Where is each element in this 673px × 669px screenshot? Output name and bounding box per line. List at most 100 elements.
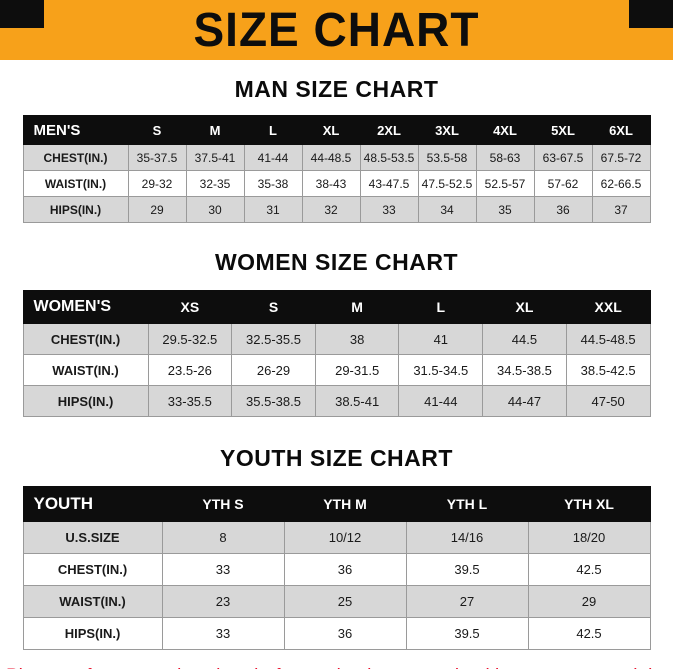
size-column-header: YTH L: [405, 486, 529, 522]
value-cell: 29-31.5: [314, 354, 400, 386]
value-cell: 37: [591, 196, 651, 223]
man-size-heading: MAN SIZE CHART: [234, 76, 439, 102]
value-cell: 38-43: [301, 170, 361, 197]
women-size-table: WOMEN'S XS S M L XL XXL CHEST(IN.) 29.5-32.5 32.5…: [22, 290, 651, 417]
value-cell: 67.5-72: [591, 144, 651, 171]
value-cell: 53.5-58: [417, 144, 477, 171]
value-cell: 14/16: [405, 521, 529, 554]
value-cell: 37.5-41: [185, 144, 245, 171]
value-cell: 58-63: [475, 144, 535, 171]
page-title: SIZE CHART: [193, 1, 480, 57]
value-cell: 39.5: [405, 617, 529, 650]
value-cell: 42.5: [527, 553, 651, 586]
value-cell: 39.5: [405, 553, 529, 586]
youth-size-table: YOUTH YTH S YTH M YTH L YTH XL U.S.SIZE 8 10/12…: [22, 486, 651, 650]
value-cell: 41-44: [243, 144, 303, 171]
value-cell: 29: [127, 196, 187, 223]
value-cell: 34: [417, 196, 477, 223]
value-cell: 44-47: [482, 385, 567, 417]
size-column-header: M: [314, 290, 400, 324]
value-cell: 36: [533, 196, 593, 223]
title-banner: SIZE CHART: [0, 0, 673, 60]
value-cell: 33: [161, 617, 285, 650]
youth-size-section: YOUTH SIZE CHART YOUTH YTH S YTH M YTH L YTH…: [0, 445, 673, 650]
table-row: HIPS(IN.) 33-35.5 35.5-38.5 38.5-41 41-44 44-…: [22, 385, 651, 417]
value-cell: 29: [527, 585, 651, 618]
value-cell: 47.5-52.5: [417, 170, 477, 197]
row-label-cell: CHEST(IN.): [22, 323, 149, 355]
row-label-cell: CHEST(IN.): [22, 553, 163, 586]
value-cell: 52.5-57: [475, 170, 535, 197]
row-label-cell: WAIST(IN.): [22, 170, 129, 197]
value-cell: 10/12: [283, 521, 407, 554]
row-label-cell: CHEST(IN.): [22, 144, 129, 171]
size-column-header: XS: [147, 290, 233, 324]
size-column-header: YTH XL: [527, 486, 651, 522]
footer-disclaimer: Please refer to our size chart before or…: [0, 664, 673, 669]
value-cell: 25: [283, 585, 407, 618]
value-cell: 48.5-53.5: [359, 144, 419, 171]
table-row: CHEST(IN.) 29.5-32.5 32.5-35.5 38 41 44.5 44.5…: [22, 323, 651, 355]
value-cell: 32.5-35.5: [231, 323, 316, 355]
value-cell: 34.5-38.5: [482, 354, 567, 386]
value-cell: 31: [243, 196, 303, 223]
value-cell: 35-38: [243, 170, 303, 197]
man-size-table: MEN'S S M L XL 2XL 3XL 4XL 5XL 6XL CHEST(IN.) 35-37…: [22, 115, 651, 223]
corner-decoration-left: [0, 0, 44, 28]
women-size-heading: WOMEN SIZE CHART: [214, 249, 459, 275]
value-cell: 44-48.5: [301, 144, 361, 171]
row-label-cell: HIPS(IN.): [22, 385, 149, 417]
value-cell: 41-44: [398, 385, 484, 417]
value-cell: 23.5-26: [147, 354, 233, 386]
table-row: HIPS(IN.) 29 30 31 32 33 34 35 36 37: [22, 196, 651, 223]
value-cell: 35: [475, 196, 535, 223]
row-label-cell: HIPS(IN.): [22, 617, 163, 650]
value-cell: 41: [398, 323, 484, 355]
value-cell: 62-66.5: [591, 170, 651, 197]
value-cell: 38.5-41: [314, 385, 400, 417]
row-label-cell: WAIST(IN.): [22, 354, 149, 386]
value-cell: 18/20: [527, 521, 651, 554]
size-column-header: YTH M: [283, 486, 407, 522]
size-column-header: S: [127, 115, 187, 145]
value-cell: 23: [161, 585, 285, 618]
value-cell: 44.5-48.5: [565, 323, 651, 355]
value-cell: 44.5: [482, 323, 567, 355]
size-column-header: 4XL: [475, 115, 535, 145]
size-column-header: XL: [482, 290, 567, 324]
table-row: CHEST(IN.) 33 36 39.5 42.5: [22, 553, 651, 586]
row-label-cell: U.S.SIZE: [22, 521, 163, 554]
table-row: WAIST(IN.) 23.5-26 26-29 29-31.5 31.5-34.5 34…: [22, 354, 651, 386]
corner-decoration-right: [629, 0, 673, 28]
disclaimer-line-1: Please refer to our size chart before or…: [6, 664, 667, 669]
man-size-section: MAN SIZE CHART MEN'S S M L XL 2XL 3XL 4XL 5XL 6XL…: [0, 76, 673, 223]
women-size-section: WOMEN SIZE CHART WOMEN'S XS S M L XL XXL CHEST(…: [0, 249, 673, 417]
row-label-cell: WAIST(IN.): [22, 585, 163, 618]
value-cell: 42.5: [527, 617, 651, 650]
value-cell: 43-47.5: [359, 170, 419, 197]
value-cell: 33-35.5: [147, 385, 233, 417]
size-column-header: 5XL: [533, 115, 593, 145]
value-cell: 47-50: [565, 385, 651, 417]
size-column-header: YTH S: [161, 486, 285, 522]
value-cell: 8: [161, 521, 285, 554]
value-cell: 57-62: [533, 170, 593, 197]
value-cell: 26-29: [231, 354, 316, 386]
table-header-row: WOMEN'S XS S M L XL XXL: [22, 290, 651, 324]
size-column-header: L: [243, 115, 303, 145]
value-cell: 38.5-42.5: [565, 354, 651, 386]
value-cell: 35.5-38.5: [231, 385, 316, 417]
value-cell: 27: [405, 585, 529, 618]
table-header-row: YOUTH YTH S YTH M YTH L YTH XL: [22, 486, 651, 522]
value-cell: 36: [283, 617, 407, 650]
size-column-header: S: [231, 290, 316, 324]
size-column-header: 3XL: [417, 115, 477, 145]
table-title-cell: WOMEN'S: [22, 290, 149, 324]
youth-size-heading: YOUTH SIZE CHART: [220, 445, 453, 471]
size-column-header: XXL: [565, 290, 651, 324]
value-cell: 32: [301, 196, 361, 223]
table-title-cell: MEN'S: [22, 115, 129, 145]
value-cell: 29.5-32.5: [147, 323, 233, 355]
size-column-header: L: [398, 290, 484, 324]
value-cell: 35-37.5: [127, 144, 187, 171]
